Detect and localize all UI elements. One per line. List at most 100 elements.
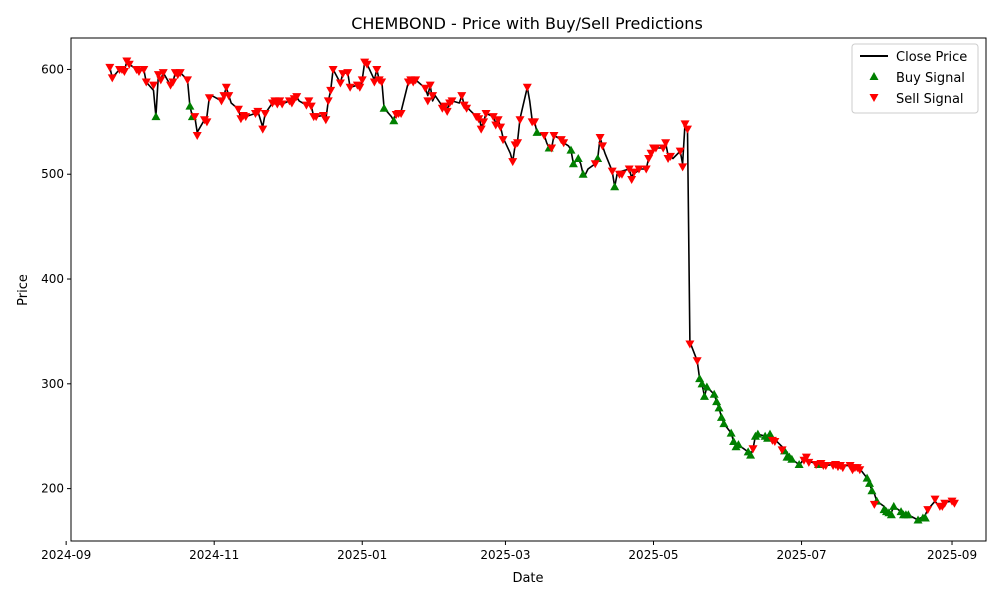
sell-signal-marker bbox=[641, 165, 651, 174]
sell-signal-marker bbox=[665, 152, 675, 161]
sell-signal-marker bbox=[335, 79, 345, 88]
sell-signal-marker bbox=[651, 144, 661, 153]
sell-signal-marker bbox=[306, 102, 316, 111]
buy-signal-marker bbox=[389, 116, 399, 125]
y-tick-label: 300 bbox=[41, 377, 64, 391]
sell-signal-marker bbox=[559, 139, 569, 148]
sell-signal-marker bbox=[488, 113, 498, 122]
sell-signal-marker bbox=[617, 170, 627, 179]
sell-signal-marker bbox=[277, 100, 287, 109]
sell-signal-marker bbox=[801, 453, 811, 462]
buy-signal-marker bbox=[733, 440, 743, 449]
sell-signal-marker bbox=[411, 76, 421, 85]
sell-signal-marker bbox=[253, 107, 263, 116]
buy-signal-marker bbox=[702, 382, 712, 391]
sell-signal-marker bbox=[530, 118, 540, 127]
sell-signal-marker bbox=[590, 160, 600, 169]
sell-signal-marker bbox=[158, 69, 168, 78]
sell-signal-marker bbox=[241, 113, 251, 122]
y-tick-label: 400 bbox=[41, 272, 64, 286]
sell-signal-marker bbox=[634, 165, 644, 174]
sell-signal-marker bbox=[682, 125, 692, 134]
y-axis-label: Price bbox=[16, 274, 31, 306]
y-axis: 200 300 400 500 600 bbox=[41, 62, 71, 496]
sell-signal-marker bbox=[624, 165, 634, 174]
sell-signal-marker bbox=[770, 437, 780, 446]
sell-signal-marker bbox=[204, 94, 214, 103]
sell-signal-marker bbox=[119, 68, 129, 77]
sell-signal-marker bbox=[855, 466, 865, 475]
sell-signal-marker bbox=[508, 158, 518, 167]
buy-signal-marker bbox=[709, 389, 719, 398]
legend-label-sell: Sell Signal bbox=[896, 92, 964, 107]
buy-signal-marker bbox=[566, 145, 576, 154]
buy-signal-marker bbox=[593, 154, 603, 163]
x-tick-label: 2024-11 bbox=[189, 548, 239, 562]
sell-signal-marker bbox=[326, 86, 336, 95]
buy-signal-marker bbox=[379, 103, 389, 112]
buy-signal-marker bbox=[699, 391, 709, 400]
sell-signal-marker bbox=[748, 445, 758, 454]
x-tick-label: 2025-03 bbox=[480, 548, 530, 562]
sell-signal-marker bbox=[930, 495, 940, 504]
sell-signal-marker bbox=[124, 60, 134, 69]
chart-title: CHEMBOND - Price with Buy/Sell Predictio… bbox=[351, 14, 703, 33]
plot-frame bbox=[70, 37, 987, 542]
buy-signal-marker bbox=[697, 379, 707, 388]
sell-signal-marker bbox=[149, 81, 159, 90]
sell-signal-marker bbox=[515, 116, 525, 125]
sell-signal-marker bbox=[496, 123, 506, 132]
sell-signal-marker bbox=[476, 125, 486, 134]
sell-signal-marker bbox=[369, 78, 379, 87]
buy-signal-marker bbox=[753, 429, 763, 438]
sell-signal-marker bbox=[107, 74, 117, 83]
sell-signal-marker bbox=[547, 144, 557, 153]
buy-signal-marker bbox=[151, 112, 161, 121]
close-price-line-group bbox=[109, 60, 955, 521]
sell-signal-marker bbox=[462, 104, 472, 113]
sell-signal-marker bbox=[692, 357, 702, 366]
sell-signal-marker bbox=[595, 134, 605, 143]
sell-signal-marker bbox=[182, 76, 192, 85]
sell-signal-marker bbox=[607, 167, 617, 176]
sell-signal-marker bbox=[318, 112, 328, 121]
buy-signal-marker bbox=[716, 412, 726, 421]
sell-signal-marker bbox=[923, 506, 933, 515]
legend-box bbox=[851, 43, 979, 114]
sell-signal-marker bbox=[224, 92, 234, 101]
y-tick-label: 500 bbox=[41, 167, 64, 181]
sell-signal-marker bbox=[598, 142, 608, 151]
sell-signal-marker bbox=[328, 65, 338, 74]
x-tick-label: 2025-07 bbox=[776, 548, 826, 562]
sell-signal-marker bbox=[233, 105, 243, 114]
sell-signal-marker bbox=[522, 83, 532, 92]
sell-signal-marker bbox=[481, 109, 491, 118]
sell-signal-marker bbox=[845, 462, 855, 471]
sell-signal-marker bbox=[838, 464, 848, 473]
x-tick-label: 2025-09 bbox=[927, 548, 977, 562]
sell-signal-marker bbox=[513, 139, 523, 148]
buy-signal-marker bbox=[794, 460, 804, 469]
sell-signal-marker bbox=[175, 69, 185, 78]
sell-signal-marker bbox=[311, 113, 321, 122]
x-axis: 2024-09 2024-11 2025-01 2025-03 2025-05 2025-… bbox=[41, 541, 977, 562]
legend-sell-swatch bbox=[869, 94, 879, 102]
sell-signal-marker bbox=[134, 68, 144, 77]
buy-signal-marker bbox=[787, 454, 797, 463]
sell-signal-marker bbox=[168, 78, 178, 87]
buy-signal-marker bbox=[532, 127, 542, 136]
buy-signal-marker bbox=[765, 429, 775, 438]
buy-signal-marker bbox=[867, 486, 877, 495]
buy-signal-marker bbox=[610, 182, 620, 191]
sell-signal-marker bbox=[396, 109, 406, 118]
sell-signal-marker bbox=[629, 168, 639, 177]
sell-signal-marker bbox=[377, 78, 387, 87]
y-tick-label: 200 bbox=[41, 482, 64, 496]
sell-signal-marker bbox=[420, 84, 430, 93]
sell-signal-marker bbox=[428, 92, 438, 101]
sell-signal-marker bbox=[661, 139, 671, 148]
sell-signal-marker bbox=[440, 102, 450, 111]
sell-signal-marker bbox=[498, 136, 508, 145]
x-tick-label: 2025-01 bbox=[337, 548, 387, 562]
